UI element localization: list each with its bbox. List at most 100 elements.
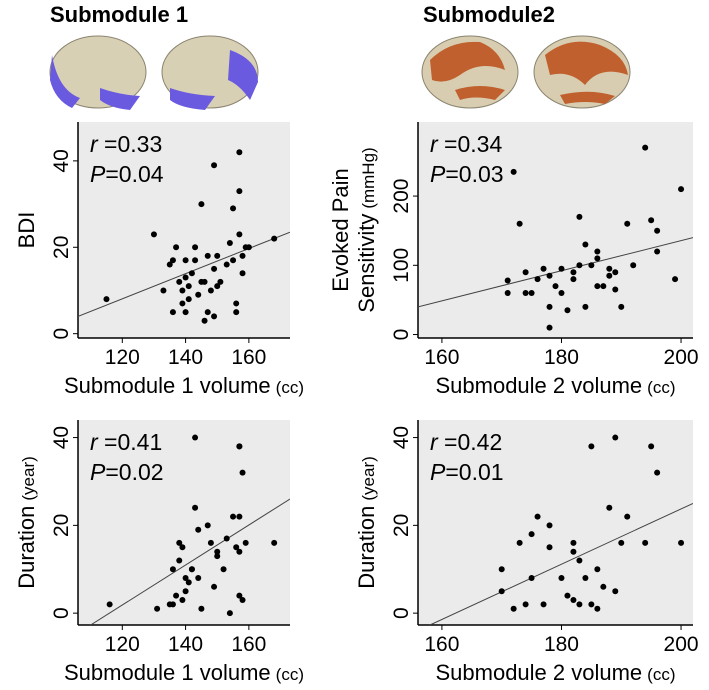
point xyxy=(678,186,685,193)
point xyxy=(558,575,565,582)
fit-group xyxy=(90,498,290,625)
point xyxy=(207,539,214,546)
y-axis-label: BDI xyxy=(14,212,39,249)
brain-right xyxy=(421,35,631,109)
point xyxy=(245,244,252,251)
point xyxy=(624,513,631,520)
point xyxy=(570,276,577,283)
x-label-unit: (cc) xyxy=(647,665,675,684)
point xyxy=(588,443,595,450)
x-tick-label: 140 xyxy=(168,346,203,369)
y-tick-label: 100 xyxy=(390,248,413,283)
point xyxy=(185,296,192,303)
annotation-symbol: P xyxy=(90,161,106,187)
point xyxy=(185,579,192,586)
point xyxy=(182,588,189,595)
annotation: P=0.03 xyxy=(430,161,504,187)
point xyxy=(582,575,589,582)
point xyxy=(564,307,571,314)
annotation-symbol: r xyxy=(430,429,439,455)
point xyxy=(204,309,211,316)
y-label-text: Duration xyxy=(354,506,379,589)
point xyxy=(233,300,240,307)
y-label-text: Evoked Pain xyxy=(328,168,353,292)
point xyxy=(624,220,631,227)
point xyxy=(173,244,180,251)
x-tick-label: 140 xyxy=(168,633,203,656)
point xyxy=(612,588,619,595)
x-label-unit: (cc) xyxy=(647,378,675,397)
annotation: P=0.01 xyxy=(430,459,504,485)
point xyxy=(594,283,601,290)
panel: 120 140 160 0 20 40 Submodule 1 volume (cc) Dura… xyxy=(14,420,304,685)
point xyxy=(103,296,110,303)
y-tick-label: 0 xyxy=(390,329,413,341)
point xyxy=(594,566,601,573)
point xyxy=(179,300,186,307)
point xyxy=(570,269,577,276)
point xyxy=(182,274,189,281)
point xyxy=(220,566,227,573)
point xyxy=(606,504,613,511)
y-tick-label: 0 xyxy=(390,607,413,619)
point xyxy=(576,557,583,564)
annotation-text: =0.41 xyxy=(98,429,163,455)
y-label-unit: (year) xyxy=(19,456,38,500)
plot-area xyxy=(418,122,693,338)
point xyxy=(211,162,218,169)
point xyxy=(233,309,240,316)
point xyxy=(188,270,195,277)
heading: Submodule2 xyxy=(423,2,555,27)
point xyxy=(176,557,183,564)
point xyxy=(642,539,649,546)
point xyxy=(528,575,535,582)
point xyxy=(576,213,583,220)
point xyxy=(176,539,183,546)
point xyxy=(106,601,113,608)
point xyxy=(192,434,199,441)
y-tick-label: 0 xyxy=(50,607,73,619)
y-tick-label: 40 xyxy=(50,149,73,172)
point xyxy=(201,317,208,324)
point xyxy=(654,469,661,476)
point xyxy=(230,257,237,264)
point xyxy=(612,286,619,293)
fit-line xyxy=(78,231,290,317)
point xyxy=(504,277,511,284)
x-tick-label: 120 xyxy=(105,346,140,369)
point xyxy=(236,149,243,156)
point xyxy=(230,205,237,212)
point xyxy=(570,548,577,555)
point xyxy=(552,283,559,290)
point xyxy=(516,220,523,227)
point xyxy=(179,287,186,294)
y-label-unit: (mmHg) xyxy=(359,147,378,208)
y-axis-label: Duration (year) xyxy=(14,456,39,589)
annotation-text: =0.33 xyxy=(98,131,163,157)
annotation: r =0.34 xyxy=(430,131,502,157)
x-axis-label: Submodule 2 volume (cc) xyxy=(435,373,675,398)
y-axis-label: Duration (year) xyxy=(354,456,379,589)
point xyxy=(612,269,619,276)
x-tick-label: 200 xyxy=(664,346,699,369)
x-tick-label: 160 xyxy=(231,346,266,369)
point xyxy=(582,241,589,248)
point xyxy=(211,583,218,590)
point xyxy=(594,255,601,262)
point xyxy=(236,231,243,238)
annotation-symbol: r xyxy=(90,131,99,157)
point xyxy=(204,522,211,529)
point xyxy=(150,231,157,238)
y-tick-label: 40 xyxy=(50,426,73,449)
y-tick-label: 0 xyxy=(50,328,73,340)
point xyxy=(546,544,553,551)
point xyxy=(594,248,601,255)
point xyxy=(540,601,547,608)
point xyxy=(546,272,553,279)
panel: 160 180 200 0 100 200 Submodule 2 volume (cc) Ev… xyxy=(328,122,699,398)
point xyxy=(217,278,224,285)
y-axis-label: Evoked Pain xyxy=(328,168,353,292)
point xyxy=(236,592,243,599)
point xyxy=(195,291,202,298)
point xyxy=(239,270,246,277)
